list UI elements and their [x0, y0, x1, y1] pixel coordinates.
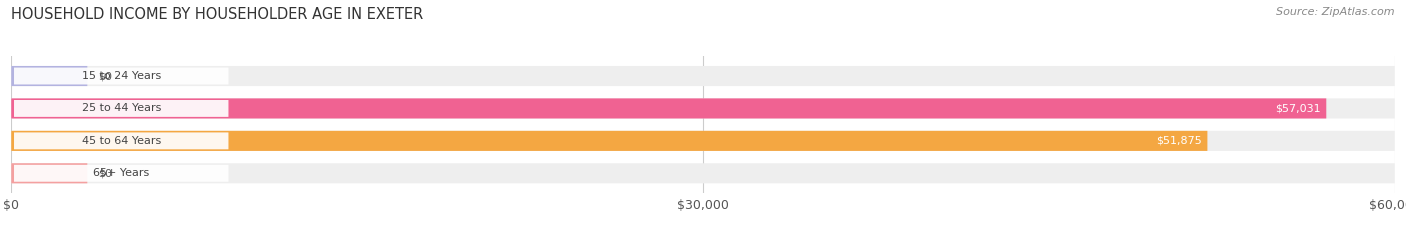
FancyBboxPatch shape [11, 98, 1395, 119]
Text: $51,875: $51,875 [1156, 136, 1202, 146]
FancyBboxPatch shape [11, 66, 1395, 86]
Text: 65+ Years: 65+ Years [93, 168, 149, 178]
FancyBboxPatch shape [14, 132, 228, 149]
FancyBboxPatch shape [14, 68, 228, 85]
Text: $0: $0 [98, 71, 112, 81]
Text: 45 to 64 Years: 45 to 64 Years [82, 136, 160, 146]
Text: $0: $0 [98, 168, 112, 178]
Text: 25 to 44 Years: 25 to 44 Years [82, 103, 160, 113]
Text: HOUSEHOLD INCOME BY HOUSEHOLDER AGE IN EXETER: HOUSEHOLD INCOME BY HOUSEHOLDER AGE IN E… [11, 7, 423, 22]
FancyBboxPatch shape [11, 98, 1326, 119]
FancyBboxPatch shape [11, 131, 1208, 151]
Text: $57,031: $57,031 [1275, 103, 1320, 113]
FancyBboxPatch shape [11, 163, 1395, 183]
FancyBboxPatch shape [11, 131, 1395, 151]
FancyBboxPatch shape [11, 163, 87, 183]
FancyBboxPatch shape [14, 165, 228, 182]
FancyBboxPatch shape [11, 66, 87, 86]
FancyBboxPatch shape [14, 100, 228, 117]
Text: Source: ZipAtlas.com: Source: ZipAtlas.com [1277, 7, 1395, 17]
Text: 15 to 24 Years: 15 to 24 Years [82, 71, 160, 81]
